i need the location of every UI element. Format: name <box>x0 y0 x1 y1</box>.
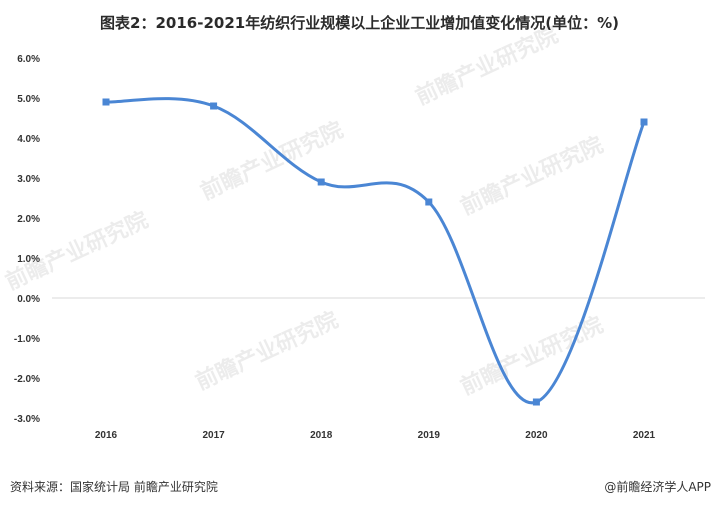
credit-label: @前瞻经济学人APP <box>604 480 711 494</box>
watermark-text: 前瞻产业研究院 <box>457 132 608 221</box>
x-tick-label: 2020 <box>525 430 548 441</box>
x-axis: 2016 2017 2018 2019 2020 2021 <box>95 430 656 441</box>
watermark-text: 前瞻产业研究院 <box>197 117 348 206</box>
data-point <box>425 198 433 206</box>
y-tick-label: -1.0% <box>14 334 40 345</box>
chart-title: 图表2：2016-2021年纺织行业规模以上企业工业增加值变化情况(单位：%) <box>100 14 619 32</box>
y-axis: 6.0% 5.0% 4.0% 3.0% 2.0% 1.0% 0.0% -1.0% -2.0% -3… <box>14 54 40 425</box>
data-point <box>532 398 540 406</box>
y-tick-label: -3.0% <box>14 414 40 425</box>
data-point <box>102 98 110 106</box>
series-line <box>105 97 646 405</box>
watermark-text: 前瞻产业研究院 <box>457 312 608 401</box>
watermark-text: 前瞻产业研究院 <box>192 307 343 396</box>
source-note: 资料来源：国家统计局 前瞻产业研究院 <box>10 480 218 494</box>
y-tick-label: 6.0% <box>17 54 40 65</box>
x-tick-label: 2019 <box>418 430 441 441</box>
data-point <box>640 118 648 126</box>
x-tick-label: 2018 <box>310 430 333 441</box>
y-tick-label: 4.0% <box>17 134 40 145</box>
x-tick-label: 2021 <box>633 430 656 441</box>
y-tick-label: -2.0% <box>14 374 40 385</box>
data-point <box>317 178 325 186</box>
y-tick-label: 3.0% <box>17 174 40 185</box>
y-tick-label: 2.0% <box>17 214 40 225</box>
y-tick-label: 5.0% <box>17 94 40 105</box>
x-tick-label: 2017 <box>202 430 225 441</box>
data-points <box>102 98 648 406</box>
x-tick-label: 2016 <box>95 430 118 441</box>
watermark-text: 前瞻产业研究院 <box>412 22 563 111</box>
data-point <box>210 102 218 110</box>
y-tick-label: 0.0% <box>17 294 40 305</box>
y-tick-label: 1.0% <box>17 254 40 265</box>
